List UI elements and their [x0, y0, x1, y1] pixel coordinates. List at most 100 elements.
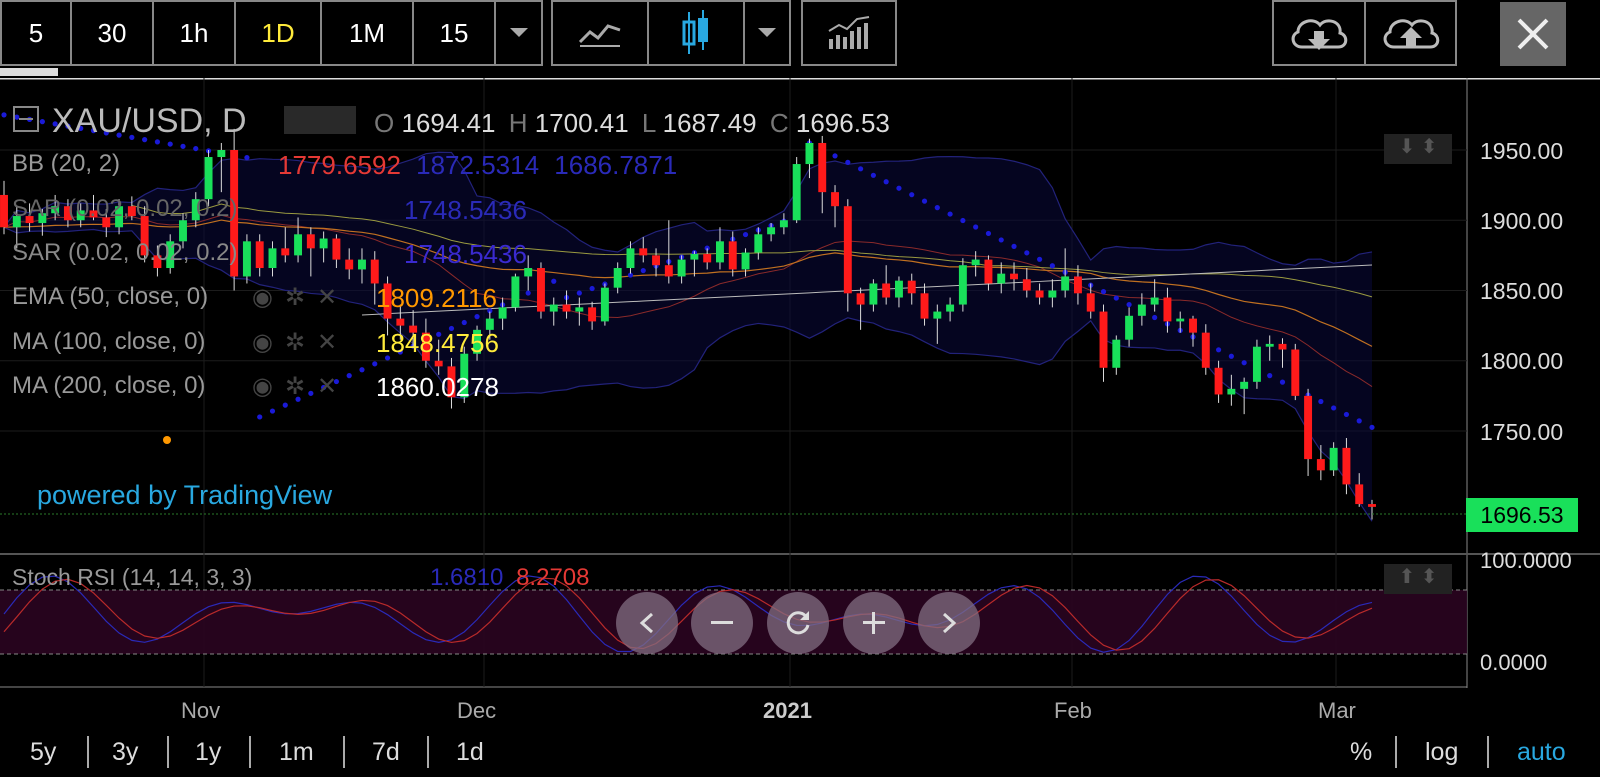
candle-body: [127, 206, 136, 217]
line-chart-button[interactable]: [553, 2, 649, 64]
sar-dot: [1369, 424, 1375, 430]
indicators-button[interactable]: [803, 2, 895, 64]
sar-dot: [142, 137, 148, 143]
sar-dot: [269, 408, 276, 414]
ohlc-readout: O 1694.41 H 1700.41 L 1687.49 C 1696.53: [374, 108, 890, 138]
candle-body: [971, 259, 980, 266]
candle-body: [306, 234, 315, 249]
indicator-controls-ma100[interactable]: ◉✲✕: [252, 329, 350, 356]
candle-body: [613, 268, 622, 288]
range-1d[interactable]: 1d: [456, 737, 484, 766]
timeframe-5[interactable]: 5: [2, 2, 72, 64]
candle-body: [38, 213, 47, 224]
sar-dot: [1343, 411, 1350, 418]
close-button[interactable]: [1500, 2, 1566, 66]
time-axis[interactable]: Nov Dec 2021 Feb Mar: [0, 690, 1467, 724]
minus-icon: [711, 621, 733, 624]
reset-chart-button[interactable]: [767, 592, 829, 654]
tradingview-watermark[interactable]: powered by TradingView: [37, 480, 333, 510]
price-axis[interactable]: 1950.00 1900.00 1850.00 1800.00 1750.00 …: [1466, 78, 1600, 688]
range-3y[interactable]: 3y: [112, 737, 139, 766]
timeframe-1h[interactable]: 1h: [154, 2, 236, 64]
scroll-indicator[interactable]: [0, 68, 58, 76]
candle-body: [1227, 388, 1236, 395]
candle-body: [396, 318, 405, 326]
candle-body: [1125, 315, 1134, 340]
indicator-sar-2[interactable]: SAR (0.02, 0.02, 0.2): [12, 239, 238, 266]
rsi-scroll-controls[interactable]: ⬆ ⬍: [1384, 564, 1452, 594]
indicator-sar-1[interactable]: SAR (0.02, 0.02, 0.2): [12, 195, 238, 222]
log-scale-toggle[interactable]: log: [1425, 737, 1459, 766]
zoom-out-button[interactable]: [691, 592, 753, 654]
timeframe-dropdown[interactable]: [496, 2, 541, 64]
candle-body: [664, 265, 673, 277]
candle-body: [933, 311, 942, 319]
candle-body: [76, 210, 85, 221]
timeframe-15[interactable]: 15: [414, 2, 496, 64]
candle-chart-button[interactable]: [649, 2, 745, 64]
candle-body: [1073, 276, 1082, 294]
sar-dot: [346, 373, 352, 379]
timeframe-1d[interactable]: 1D: [236, 2, 322, 64]
candle-body: [652, 255, 661, 266]
zoom-in-button[interactable]: [843, 592, 905, 654]
sar-dot: [65, 123, 71, 129]
auto-scale-toggle[interactable]: auto: [1517, 737, 1566, 766]
sar-dot: [1049, 263, 1055, 269]
candle-body: [485, 318, 494, 330]
candle-body: [818, 142, 827, 193]
scroll-left-button[interactable]: [616, 592, 678, 654]
cloud-group: [1272, 0, 1457, 66]
candle-body: [0, 194, 8, 228]
candle-body: [51, 206, 60, 214]
bb-lower: [3, 226, 1373, 522]
candle-body: [524, 268, 533, 277]
indicator-bb[interactable]: BB (20, 2): [12, 150, 121, 177]
sar-dot: [960, 217, 966, 224]
timeframe-1m[interactable]: 1M: [322, 2, 414, 64]
candle-body: [447, 366, 456, 398]
indicator-controls-ema[interactable]: ◉✲✕: [252, 284, 350, 311]
range-5y[interactable]: 5y: [30, 737, 57, 766]
candle-body: [703, 253, 712, 263]
candle-body: [511, 276, 520, 308]
sar-dot: [704, 245, 710, 251]
scroll-right-button[interactable]: [918, 592, 980, 654]
sar-dot: [576, 290, 582, 296]
candlestick-icon: [682, 10, 708, 54]
timeframe-30[interactable]: 30: [72, 2, 154, 64]
candle-body: [191, 199, 200, 221]
sar-dot: [1024, 250, 1030, 256]
indicator-ma200[interactable]: MA (200, close, 0): [12, 372, 206, 399]
sar-dot: [1228, 353, 1234, 359]
chart-type-dropdown[interactable]: [745, 2, 789, 64]
sar-dot: [896, 185, 902, 191]
rsi-title[interactable]: Stoch RSI (14, 14, 3, 3): [12, 564, 253, 590]
indicator-ema[interactable]: EMA (50, close, 0): [12, 283, 209, 310]
rsi-axis-label: 0.0000: [1480, 650, 1548, 675]
indicator-controls-ma200[interactable]: ◉✲✕: [252, 373, 350, 400]
candle-body: [639, 248, 648, 256]
save-chart-button[interactable]: [1366, 2, 1455, 64]
price-label: 1900.00: [1480, 208, 1564, 234]
sar-dot: [14, 114, 20, 120]
scale-separator: [1487, 736, 1489, 768]
sar-dot: [436, 331, 442, 337]
candle-body: [715, 241, 724, 263]
range-1m[interactable]: 1m: [279, 737, 314, 766]
pane-scroll-controls[interactable]: ⬇ ⬍: [1384, 134, 1452, 164]
symbol-settings-icons[interactable]: [284, 106, 356, 134]
chevron-down-icon: [758, 28, 776, 37]
sar-dot: [397, 349, 403, 355]
load-chart-button[interactable]: [1274, 2, 1366, 64]
candle-body: [984, 259, 993, 284]
sar-dot: [180, 143, 186, 149]
indicator-ma100[interactable]: MA (100, close, 0): [12, 328, 206, 355]
legend-toggle-icon[interactable]: [13, 106, 39, 132]
candle-body: [882, 283, 891, 298]
sar-dot: [129, 134, 135, 140]
range-1y[interactable]: 1y: [195, 737, 222, 766]
range-7d[interactable]: 7d: [372, 737, 400, 766]
percent-scale-toggle[interactable]: %: [1350, 737, 1373, 766]
candle-body: [805, 142, 814, 165]
